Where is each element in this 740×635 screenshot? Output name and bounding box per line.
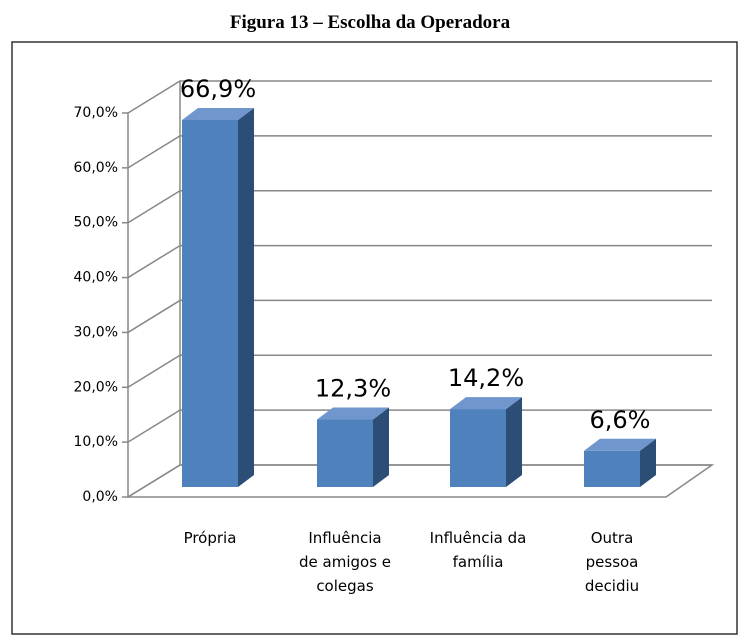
bar-top: [182, 108, 254, 121]
x-tick-label: Influência de amigos e colegas: [299, 529, 391, 595]
chart-title: Figura 13 – Escolha da Operadora: [229, 12, 511, 33]
x-tick-label: Outra pessoa decidiu: [584, 529, 640, 595]
y-tick-label: 0,0%: [82, 489, 118, 505]
y-tick-label: 50,0%: [74, 215, 118, 231]
y-tick-label: 30,0%: [74, 324, 118, 340]
bar-side: [506, 397, 522, 487]
grid-line: [127, 244, 712, 279]
data-label: 66,9%: [180, 75, 256, 103]
bar: [317, 419, 373, 487]
y-tick-label: 60,0%: [74, 160, 118, 176]
grid-line: [127, 80, 712, 114]
data-label: 14,2%: [448, 364, 524, 392]
y-tick-label: 70,0%: [74, 105, 118, 121]
grid-line: [127, 464, 712, 498]
bar: [584, 450, 640, 487]
x-tick-label: Própria: [183, 529, 237, 547]
bar-side: [373, 407, 389, 487]
grid-line: [127, 135, 712, 169]
bar-side: [640, 438, 656, 487]
bar: [182, 120, 238, 488]
data-label: 6,6%: [590, 406, 651, 434]
bar: [450, 409, 506, 487]
y-tick-label: 40,0%: [74, 270, 118, 286]
grid-line: [127, 409, 712, 443]
grid-line: [127, 189, 712, 224]
x-tick-label: Influência da família: [429, 529, 527, 571]
chart-frame: [11, 41, 738, 635]
bar-top: [317, 407, 389, 420]
bar-top: [450, 397, 522, 410]
grid-line: [127, 354, 712, 388]
data-label: 12,3%: [315, 375, 391, 403]
y-tick-label: 10,0%: [74, 434, 118, 450]
y-tick-label: 20,0%: [74, 379, 118, 395]
bar-side: [238, 108, 254, 488]
bar-top: [584, 438, 656, 451]
grid-line: [127, 299, 712, 334]
